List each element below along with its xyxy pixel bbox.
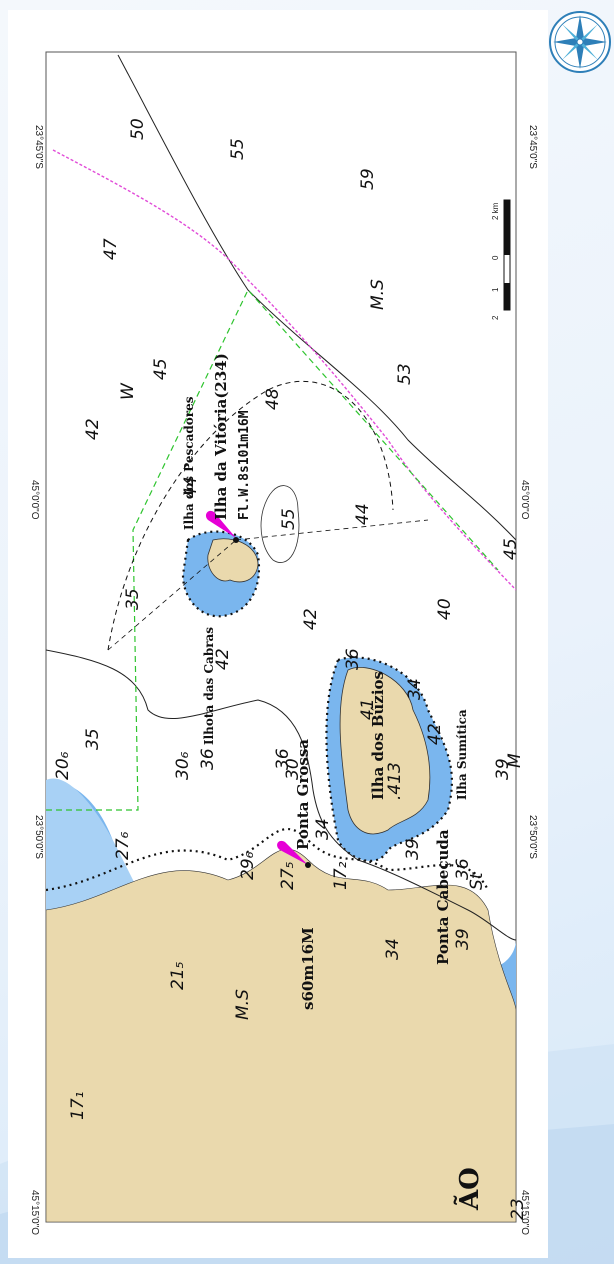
label-summit-height: .413 bbox=[385, 762, 405, 800]
sounding: 29₆ bbox=[238, 851, 258, 880]
label-light-characteristic: Fl.W.8s101m16M bbox=[237, 410, 252, 520]
sounding: 39 bbox=[453, 928, 473, 950]
ilha-buzios-land bbox=[339, 667, 431, 835]
sounding: 42 bbox=[213, 648, 233, 670]
label-ponta-cabecuda: Ponta Cabeçuda bbox=[434, 829, 452, 965]
label-ponta-grossa: Ponta Grossa bbox=[294, 739, 312, 850]
ilha-vitoria-dotted bbox=[181, 530, 261, 618]
sounding: 21₅ bbox=[168, 961, 188, 990]
sounding: 34 bbox=[383, 938, 403, 960]
sounding: 45 bbox=[151, 358, 171, 380]
light-flare-ponta-grossa bbox=[277, 840, 308, 865]
sounding: M.S bbox=[233, 989, 253, 1020]
sounding: 27₆ bbox=[113, 831, 133, 860]
light-position-1 bbox=[233, 537, 239, 543]
lat-label-left-bottom: 23°50'0"S bbox=[33, 815, 44, 859]
label-light-2: s60m16M bbox=[299, 927, 317, 1010]
ilha-buzios-dotted bbox=[325, 656, 454, 862]
sounding: St bbox=[467, 871, 487, 890]
sounding: 34 bbox=[313, 818, 333, 840]
sounding: 36 bbox=[343, 648, 363, 670]
sounding: 55 bbox=[279, 508, 299, 530]
sounding: 35 bbox=[123, 588, 143, 610]
sounding: 17₁ bbox=[68, 1092, 88, 1120]
scale-label-2km: 2 km bbox=[491, 202, 500, 220]
dotted-coastline bbox=[46, 827, 489, 892]
lon-label-top-1: 45°15'0"O bbox=[519, 1190, 530, 1235]
sounding: 17₂ bbox=[331, 861, 351, 890]
sounding: W bbox=[118, 382, 138, 400]
sounding: 41 bbox=[358, 698, 378, 720]
sounding: 42 bbox=[83, 418, 103, 440]
sounding: 44 bbox=[181, 476, 201, 498]
nautical-chart[interactable]: 23°45'0"S 23°50'0"S 23°45'0"S 23°50'0"S … bbox=[8, 10, 548, 1258]
sounding: 36 bbox=[273, 748, 293, 770]
label-ilha-sumitica: Ilha Sumítica bbox=[455, 709, 469, 800]
sounding: 20₆ bbox=[53, 751, 73, 780]
scale-label-1: 1 bbox=[491, 287, 500, 292]
sounding: 44 bbox=[353, 503, 373, 525]
green-boundary-line bbox=[46, 288, 499, 811]
sounding: 42 bbox=[425, 723, 445, 745]
coordinate-labels: 23°45'0"S 23°50'0"S 23°45'0"S 23°50'0"S … bbox=[29, 125, 538, 1235]
place-names: Ilha da Vitória(234) Fl.W.8s101m16M Ilha… bbox=[182, 353, 485, 1211]
shoal-outline bbox=[260, 485, 300, 563]
light-sector-line-1 bbox=[107, 539, 237, 651]
label-ilha-vitoria: Ilha da Vitória(234) bbox=[212, 353, 230, 520]
sounding: M.S bbox=[368, 279, 388, 310]
lat-label-left-top: 23°45'0"S bbox=[33, 125, 44, 169]
label-mainland: ÃO bbox=[453, 1167, 485, 1211]
sounding: 36 bbox=[453, 858, 473, 880]
sounding: 45 bbox=[501, 538, 521, 560]
sounding: 48 bbox=[263, 388, 283, 410]
sounding: 53 bbox=[395, 363, 415, 385]
nautical-chart-frame: 23°45'0"S 23°50'0"S 23°45'0"S 23°50'0"S … bbox=[8, 10, 548, 1258]
restricted-area-line bbox=[52, 149, 516, 591]
mainland-land bbox=[46, 848, 516, 1222]
sounding: 36 bbox=[198, 748, 218, 770]
light-position-2 bbox=[305, 862, 311, 868]
sounding: 27₅ bbox=[278, 861, 298, 890]
label-ilha-pescadores: Ilha dos Pescadores bbox=[182, 396, 196, 530]
light-sector-arc bbox=[107, 380, 394, 651]
soundings: 55 59 47 M.S 53 50 45 W 42 48 44 44 55 4… bbox=[53, 118, 528, 1220]
lon-label-top-2: 45°0'0"O bbox=[519, 480, 530, 520]
sounding: 59 bbox=[358, 168, 378, 190]
sounding: 39 bbox=[403, 838, 423, 860]
sounding: 34 bbox=[405, 678, 425, 700]
sounding: 30₆ bbox=[173, 751, 193, 780]
scale-label-2: 2 bbox=[491, 315, 500, 320]
sounding: 42 bbox=[301, 608, 321, 630]
sounding: 50 bbox=[128, 118, 148, 140]
lon-label-bottom-1: 45°15'0"O bbox=[29, 1190, 40, 1235]
scale-label-0: 0 bbox=[491, 255, 500, 260]
sounding: 39 bbox=[493, 758, 513, 780]
label-ilha-buzios: Ilha dos Búzios bbox=[369, 671, 387, 800]
light-flare-vitoria bbox=[205, 510, 236, 538]
sounding: 35 bbox=[83, 728, 103, 750]
compass-rose-icon bbox=[549, 11, 611, 73]
sounding: 23 bbox=[508, 1198, 528, 1220]
lat-label-right-bottom: 23°50'0"S bbox=[527, 815, 538, 859]
sounding: M bbox=[505, 753, 525, 768]
scale-bar: 2 1 0 2 km bbox=[491, 199, 511, 320]
sounding: 55 bbox=[228, 138, 248, 160]
label-ilhota-cabras: Ilhota das Cabras bbox=[202, 627, 216, 745]
ilha-vitoria-land bbox=[207, 538, 259, 583]
sounding: 30 bbox=[283, 758, 303, 780]
depth-contour-30 bbox=[46, 649, 516, 941]
lon-label-bottom-2: 45°0'0"O bbox=[29, 480, 40, 520]
lat-label-right-top: 23°45'0"S bbox=[527, 125, 538, 169]
sounding: 47 bbox=[101, 238, 121, 260]
sounding: 40 bbox=[435, 598, 455, 620]
